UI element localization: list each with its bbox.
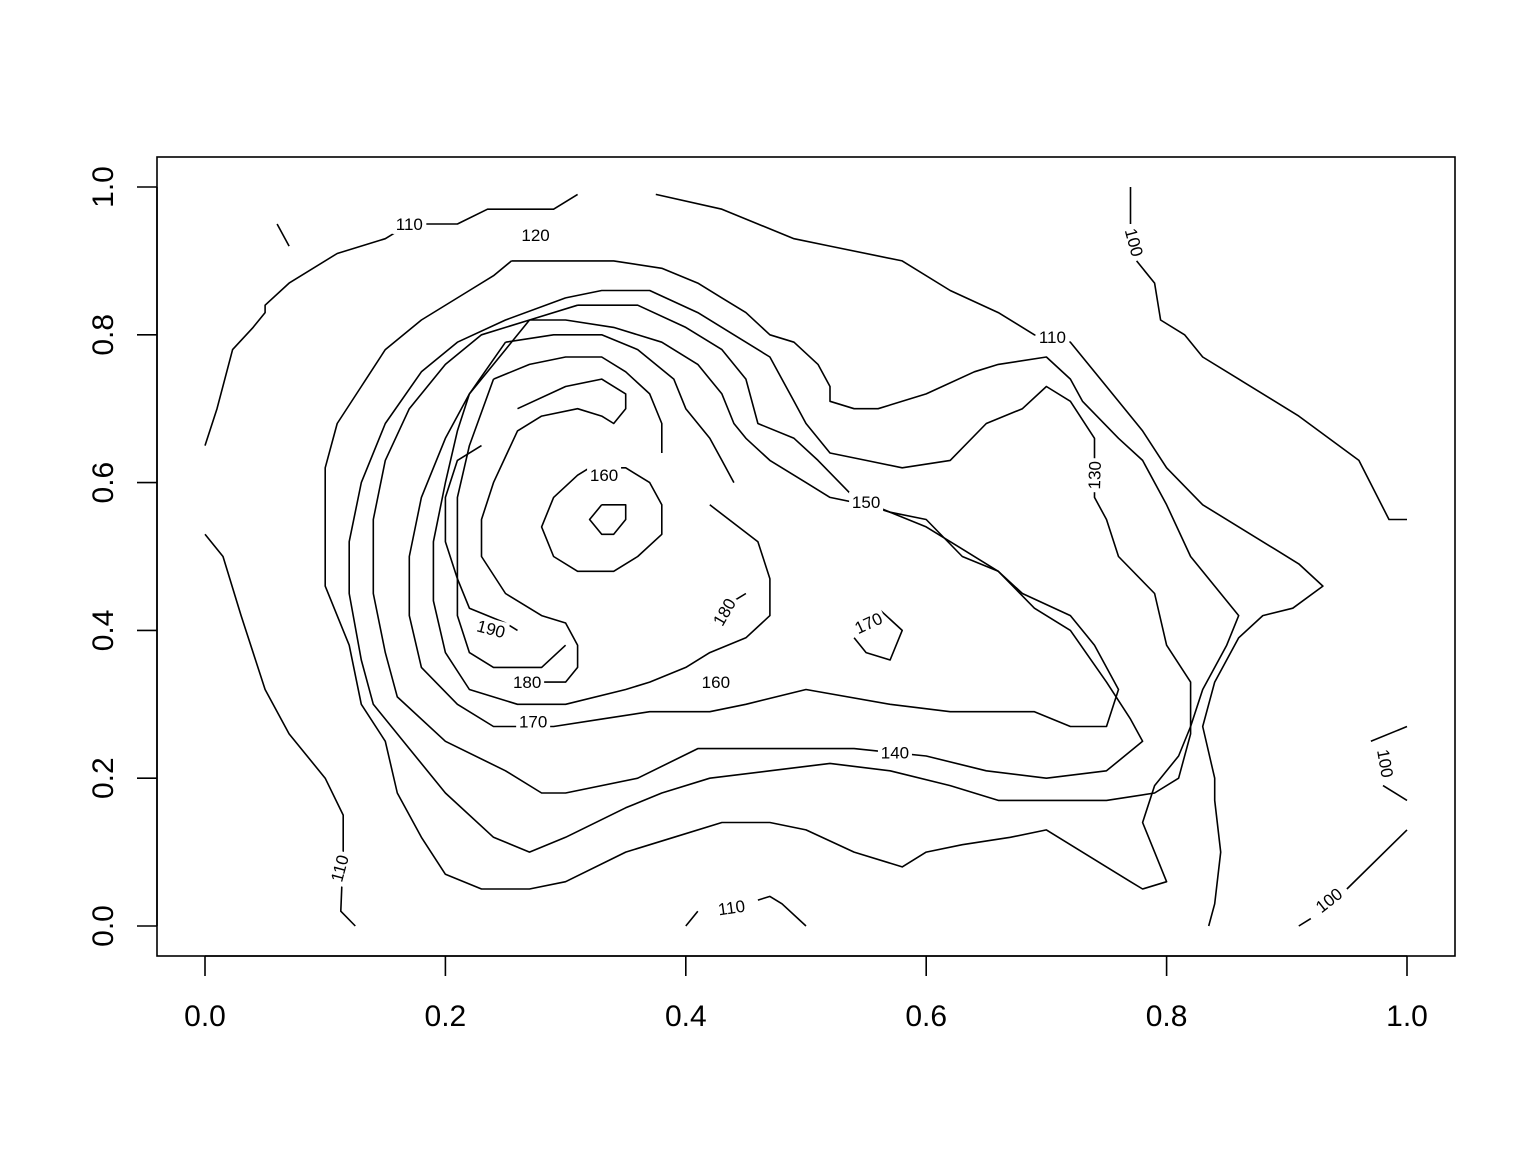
contour-label: 130: [1085, 461, 1105, 490]
contour-line-160: [505, 333, 735, 483]
contour-label-bg: [325, 849, 354, 888]
x-tick-label: 0.6: [905, 1000, 947, 1033]
x-tick-label: 0.0: [184, 1000, 226, 1033]
contour-line-100: [1382, 784, 1408, 802]
contour-label-bg: [472, 614, 511, 643]
contour-label-bg: [849, 491, 884, 512]
y-tick-label: 0.8: [87, 314, 120, 356]
y-tick-label: 0.2: [87, 757, 120, 799]
contour-line-150: [408, 319, 1120, 728]
contour-label-bg: [713, 895, 750, 920]
contour-label-bg: [848, 606, 889, 640]
contour-label: 100: [1373, 748, 1397, 779]
contour-label: 110: [717, 897, 746, 920]
contour-line-130: [348, 289, 1192, 853]
contour-line-110: [757, 895, 807, 927]
y-tick-label: 0.4: [87, 610, 120, 652]
contour-line-120: [276, 223, 290, 247]
contour-label: 150: [852, 493, 880, 512]
x-tick-label: 0.4: [665, 1000, 707, 1033]
contour-label-bg: [698, 672, 733, 693]
contour-line-110: [655, 193, 1324, 927]
x-axis: 0.0 0.2 0.4 0.6 0.8 1.0: [184, 955, 1428, 1033]
contour-label-bg: [1309, 881, 1349, 919]
contour-line-100: [1298, 917, 1312, 927]
contour-label: 170: [519, 712, 547, 731]
contour-line-160: [540, 466, 663, 573]
contour-lines: [204, 187, 1408, 927]
contour-label-bg: [1083, 457, 1106, 493]
x-tick-label: 1.0: [1386, 1000, 1428, 1033]
contour-line-100: [1135, 260, 1407, 521]
contour-label: 120: [521, 226, 549, 245]
y-tick-label: 0.0: [87, 905, 120, 947]
contour-label: 100: [1121, 226, 1147, 258]
contour-label: 140: [881, 743, 909, 762]
contour-line-100: [1370, 725, 1408, 743]
y-axis: 0.0 0.2 0.4 0.6 0.8 1.0: [87, 166, 158, 947]
contour-line-170: [588, 503, 627, 536]
y-tick-label: 0.6: [87, 462, 120, 504]
contour-label-bg: [1035, 327, 1070, 348]
contour-label-bg: [510, 672, 545, 693]
contour-label: 110: [1039, 328, 1066, 347]
contour-line-170: [456, 378, 567, 669]
contour-label: 190: [475, 617, 507, 643]
contour-line-110: [685, 910, 699, 927]
contour-label: 110: [396, 215, 423, 234]
contour-line-100: [1346, 829, 1408, 890]
contour-line-170: [493, 356, 663, 453]
contour-line-160: [432, 341, 771, 706]
contour-line-140: [372, 304, 1144, 794]
contour-label: 160: [702, 673, 730, 692]
contour-line-180: [480, 378, 627, 683]
contour-line-190: [444, 444, 506, 624]
x-tick-label: 0.2: [425, 1000, 467, 1033]
contour-label-bg: [518, 225, 553, 246]
contour-line-120: [324, 260, 1240, 890]
contour-label-bg: [1372, 744, 1399, 782]
contour-label: 180: [513, 673, 541, 692]
contour-label-bg: [392, 213, 427, 234]
y-tick-label: 1.0: [87, 166, 120, 208]
contour-line-110: [204, 193, 579, 446]
contour-label-bg: [707, 592, 742, 632]
contour-label: 160: [590, 466, 618, 485]
contour-label: 110: [327, 853, 352, 884]
plot-frame: [156, 156, 1456, 957]
contour-label-bg: [1120, 223, 1149, 262]
contour-label-bg: [587, 465, 622, 486]
x-tick-label: 0.8: [1146, 1000, 1188, 1033]
contour-label-bg: [877, 742, 912, 763]
contour-line-170: [853, 607, 904, 661]
contour-label-bg: [516, 711, 551, 732]
